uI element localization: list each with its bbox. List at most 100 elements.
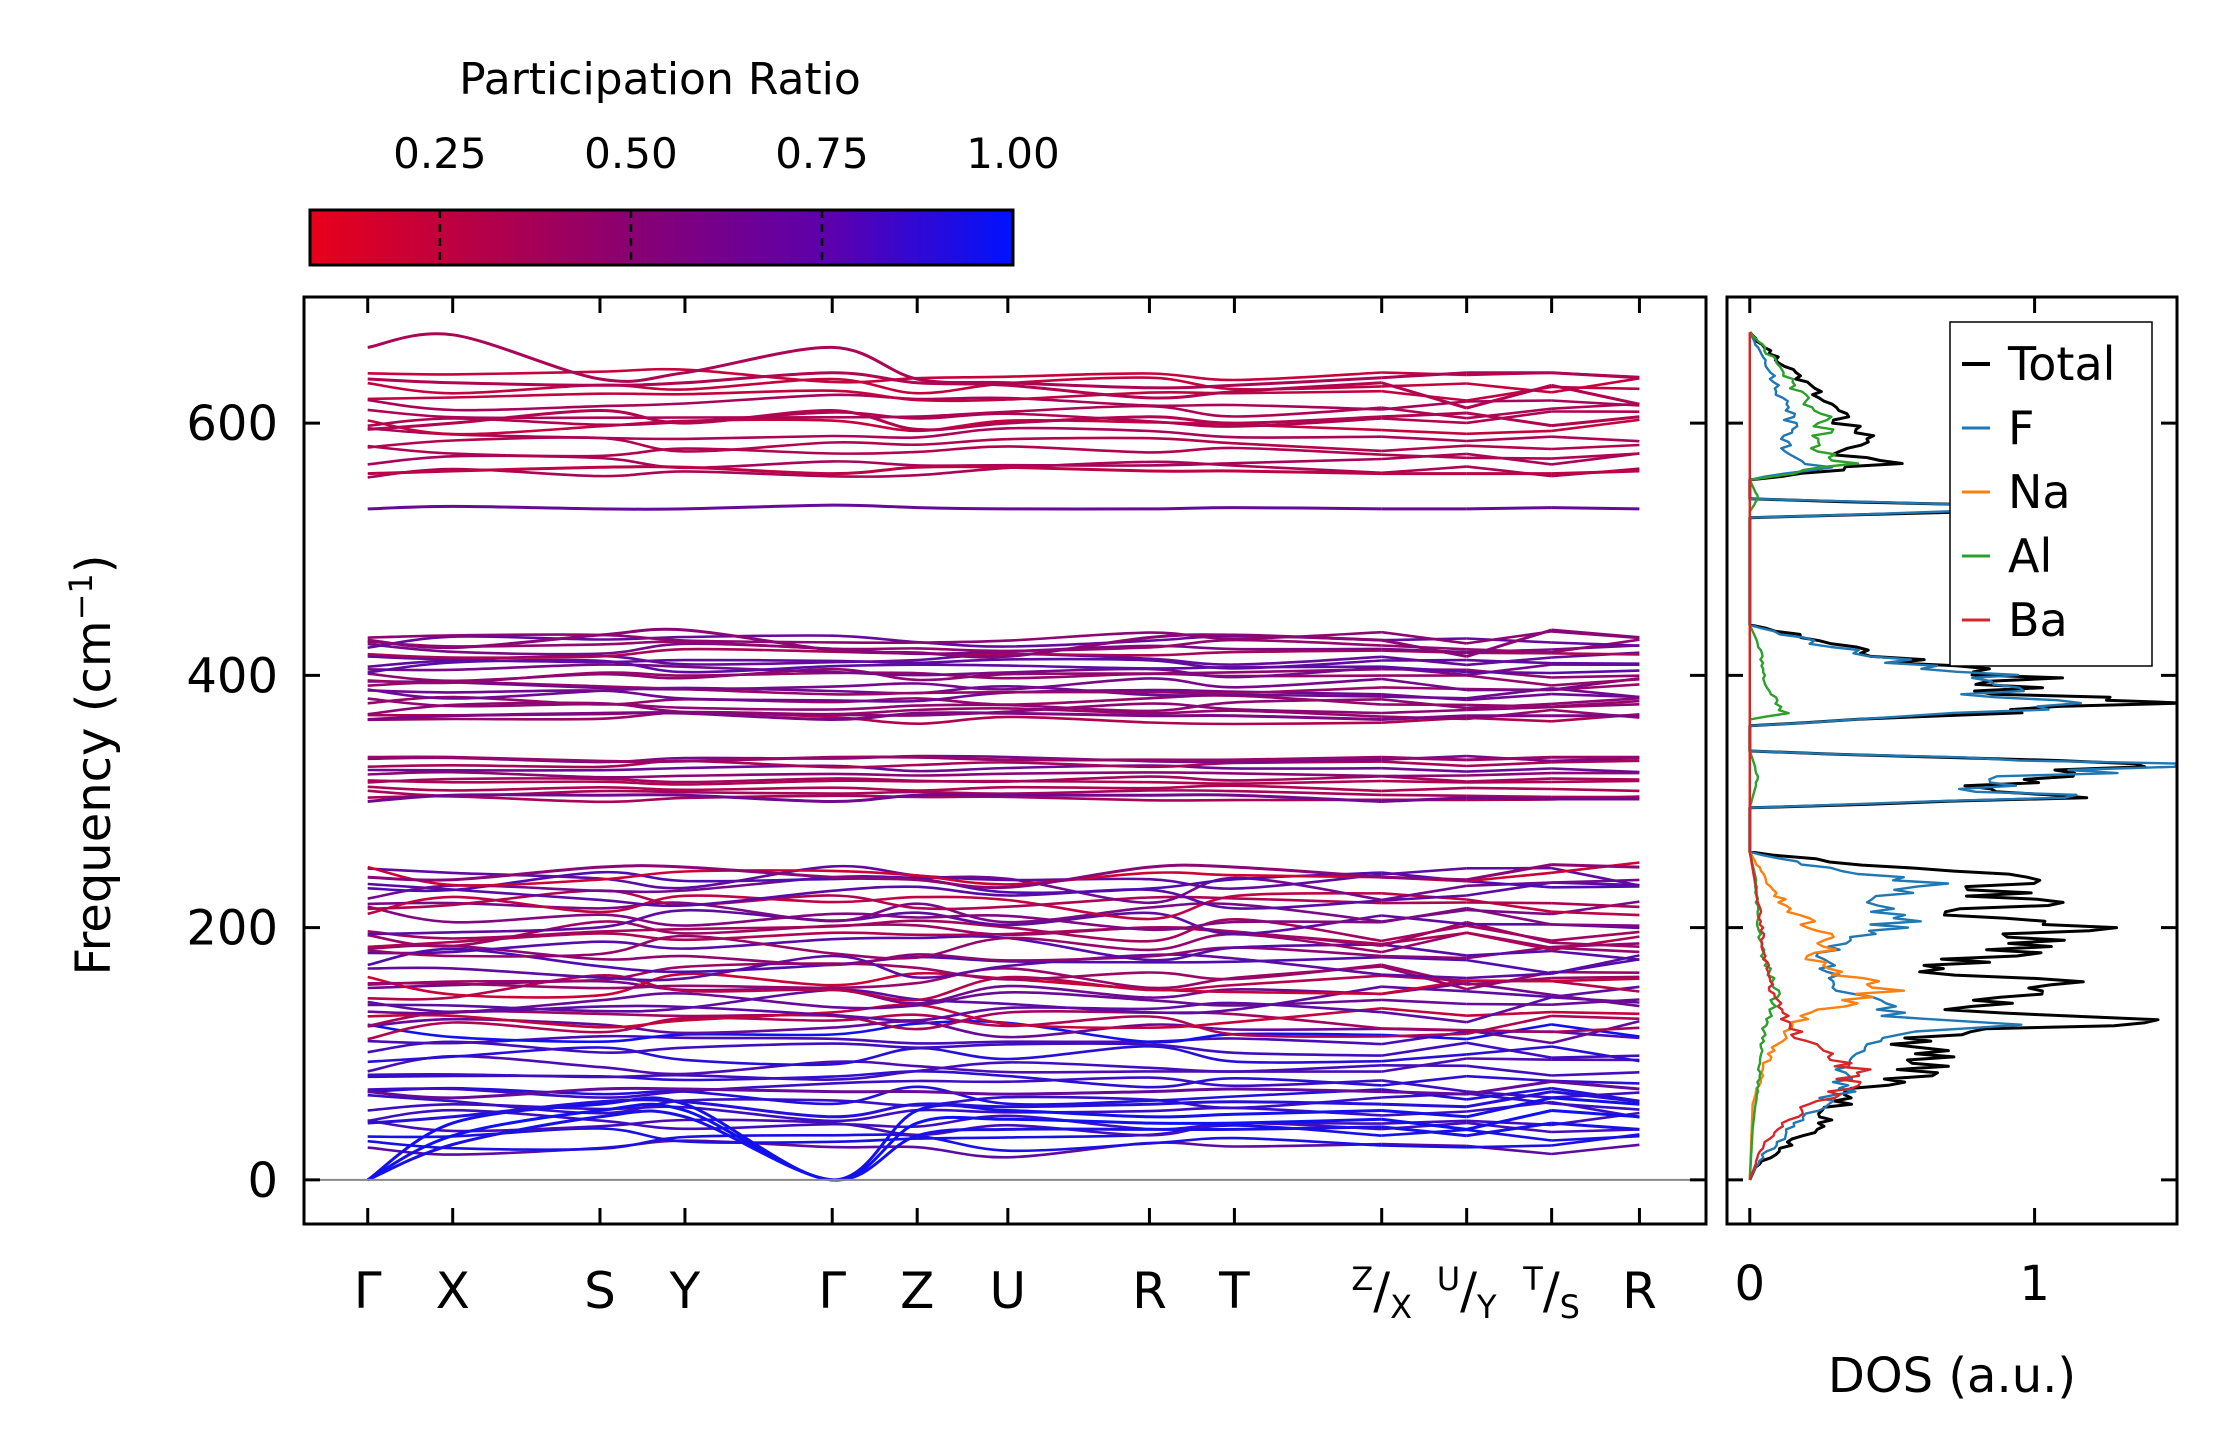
band-line-low-optical — [1551, 1014, 1640, 1021]
band-line-high-3 — [1381, 381, 1468, 410]
band-line-low-optical — [1466, 972, 1552, 980]
band-line-low-optical — [1466, 898, 1552, 913]
band-line-acoustic-low — [1381, 1079, 1467, 1093]
band-line-high-top — [1551, 371, 1640, 380]
colorbar: Participation Ratio 0.25 0.50 0.75 1.00 — [308, 54, 1060, 267]
band-line-upper-optical — [1381, 665, 1467, 674]
band-line-acoustic-1 — [1551, 1121, 1640, 1131]
band-line-mid-upper — [367, 863, 1382, 890]
band-line-acoustic-low — [367, 1085, 1382, 1106]
band-frame — [302, 295, 1708, 1226]
band-line-mid-optical — [367, 764, 1382, 773]
band-line-top-optical — [1551, 452, 1640, 460]
band-line-acoustic-2 — [1551, 1109, 1640, 1119]
band-line-acoustic-low — [1551, 1102, 1640, 1111]
band-line-low-optical — [1551, 923, 1640, 927]
band-line-mid-optical — [1381, 793, 1467, 798]
band-line-low-optical — [367, 935, 1382, 962]
band-line-low-optical — [1381, 1007, 1467, 1017]
band-line-low-optical — [1381, 867, 1467, 876]
band-line-top-optical — [367, 376, 1382, 395]
band-line-low-optical — [1381, 1027, 1467, 1032]
band-line-top-optical — [1381, 435, 1467, 443]
band-line-upper-optical — [1551, 678, 1640, 687]
band-line-acoustic-low — [1551, 1071, 1640, 1077]
band-line-low-optical — [1551, 901, 1640, 909]
band-line-low-optical — [1381, 998, 1467, 1006]
k-point-label: Γ — [354, 1262, 382, 1320]
band-line-acoustic-low — [1381, 1119, 1467, 1125]
band-line-low-optical — [367, 965, 1382, 990]
band-line-mid-optical — [367, 779, 1382, 786]
band-line-low-optical — [1381, 908, 1467, 923]
k-point-label-compound: T/S — [1522, 1260, 1580, 1326]
k-label-slash: / — [1373, 1262, 1390, 1320]
band-line-high-2 — [1551, 415, 1640, 428]
band-line-low-optical — [1466, 958, 1552, 975]
band-line-low-optical — [367, 985, 1382, 1015]
band-line-acoustic-3 — [1381, 1109, 1467, 1119]
band-line-acoustic-low — [1551, 1134, 1640, 1142]
band-line-mid-upper — [1551, 863, 1640, 869]
band-line-upper-optical — [1466, 648, 1552, 654]
band-line-opt-4 — [1381, 638, 1467, 658]
k-point-label: R — [1622, 1262, 1657, 1320]
band-line-mid-optical — [1381, 786, 1467, 793]
colorbar-tick-labels: 0.25 0.50 0.75 1.00 — [393, 129, 1060, 178]
band-line-low-optical — [1466, 976, 1552, 986]
band-line-acoustic-low — [1466, 1057, 1552, 1061]
band-line-top-optical — [1381, 453, 1467, 460]
dos-line-al — [1748, 331, 1860, 1180]
k-label-sup: U — [1437, 1260, 1460, 1298]
band-line-high-1 — [1551, 469, 1640, 476]
band-line-high-2 — [1466, 411, 1552, 428]
band-line-low-optical — [367, 944, 1382, 967]
band-line-upper-optical — [1551, 674, 1640, 679]
k-point-label: U — [990, 1262, 1027, 1320]
band-line-top-optical — [367, 411, 1382, 428]
band-line-mid-optical — [1551, 787, 1640, 793]
k-point-label-compound: U/Y — [1437, 1260, 1497, 1326]
band-line-low-optical — [1551, 979, 1640, 993]
band-line-upper-optical — [1381, 677, 1467, 692]
band-line-acoustic-low — [367, 1044, 1382, 1067]
k-point-label: Z — [900, 1262, 934, 1320]
band-line-acoustic-low — [1551, 1143, 1640, 1156]
band-line-upper-optical — [1381, 647, 1467, 654]
band-line-opt-5 — [367, 503, 1382, 511]
band-line-low-optical — [1466, 931, 1552, 951]
band-line-low-optical — [1381, 973, 1467, 980]
band-line-low-optical — [367, 882, 1382, 910]
y-tick-label: 600 — [186, 396, 278, 452]
band-line-top-optical — [1466, 435, 1552, 443]
band-line-low-optical — [1381, 965, 1468, 991]
band-line-low-optical — [1551, 1010, 1640, 1016]
band-line-mid-optical — [1466, 767, 1552, 773]
y-axis-label: Frequency (cm−1) — [62, 554, 122, 975]
band-line-low-2 — [367, 1086, 1382, 1100]
band-line-low-optical — [1466, 871, 1552, 883]
band-line-acoustic-low — [367, 1040, 1382, 1057]
band-line-acoustic-low — [1551, 1045, 1640, 1063]
band-line-top-optical — [1381, 417, 1467, 425]
band-line-acoustic-low — [367, 1133, 1382, 1153]
dos-legend: Total F Na Al Ba — [1949, 321, 2153, 667]
band-line-low-1 — [1381, 1102, 1467, 1109]
band-line-low-1 — [1466, 1090, 1552, 1109]
dos-x-axis-label: DOS (a.u.) — [1828, 1348, 2076, 1404]
band-line-acoustic-low — [1381, 1057, 1467, 1073]
band-line-upper-optical — [1466, 670, 1552, 675]
y-tick-label: 0 — [247, 1153, 278, 1209]
colorbar-tick-label: 0.25 — [393, 129, 487, 178]
k-label-slash: / — [1460, 1262, 1477, 1320]
band-line-mid-optical — [1466, 761, 1552, 768]
band-line-upper-optical — [1381, 655, 1467, 667]
band-line-low-optical — [367, 974, 1382, 1002]
k-label-sub: Y — [1476, 1288, 1497, 1326]
band-line-low-optical — [1466, 901, 1552, 905]
band-line-upper-optical — [1551, 669, 1640, 675]
band-line-acoustic-3 — [1466, 1096, 1552, 1119]
legend-label-na: Na — [2008, 465, 2071, 519]
